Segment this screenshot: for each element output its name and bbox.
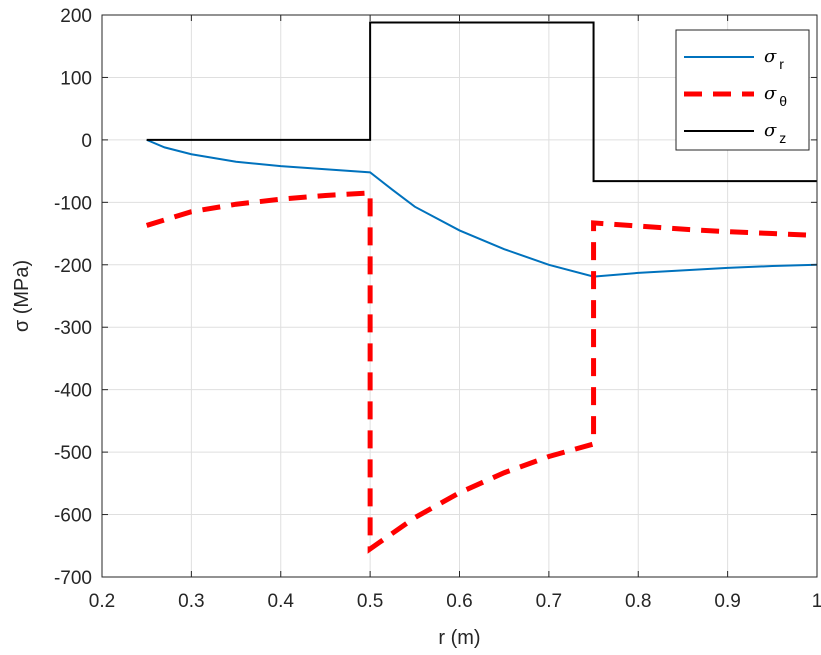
- ticks: 0.2 0.3 0.4 0.5 0.6 0.7 0.8 0.9 1 200 100 0 -100 -200…: [54, 6, 821, 612]
- y-tick-label: -700: [54, 568, 92, 589]
- y-tick-label: -500: [54, 443, 92, 464]
- legend-label-symbol: σ: [764, 120, 777, 141]
- y-tick-label: 0: [81, 131, 92, 152]
- x-axis-title: r (m): [438, 627, 480, 649]
- x-tick-label: 0.5: [357, 591, 383, 612]
- legend-label-subscript: r: [779, 56, 784, 72]
- legend-label-subscript: z: [779, 130, 786, 146]
- x-tick-label: 0.3: [178, 591, 204, 612]
- y-tick-label: -300: [54, 318, 92, 339]
- x-tick-label: 0.8: [625, 591, 651, 612]
- y-tick-label: 100: [60, 68, 92, 89]
- y-tick-label: -100: [54, 193, 92, 214]
- y-axis-title: σ (MPa): [11, 260, 33, 332]
- series-layer: [145, 21, 818, 554]
- x-tick-label: 0.6: [446, 591, 472, 612]
- series-line-2: [145, 190, 818, 554]
- series-line-1: [146, 138, 818, 278]
- legend-label-symbol: σ: [764, 46, 777, 67]
- x-tick-label: 1: [812, 591, 821, 612]
- legend: σ rσ θσ z: [675, 29, 810, 151]
- y-tick-label: -200: [54, 256, 92, 277]
- x-tick-label: 0.9: [714, 591, 740, 612]
- legend-label-subscript: θ: [779, 93, 787, 109]
- y-tick-label: -400: [54, 381, 92, 402]
- y-tick-label: 200: [60, 6, 92, 27]
- series-line-3: [146, 21, 817, 183]
- legend-label-symbol: σ: [764, 83, 777, 104]
- x-tick-label: 0.7: [536, 591, 562, 612]
- x-tick-label: 0.4: [268, 591, 295, 612]
- x-tick-label: 0.2: [89, 591, 115, 612]
- y-tick-label: -600: [54, 506, 92, 527]
